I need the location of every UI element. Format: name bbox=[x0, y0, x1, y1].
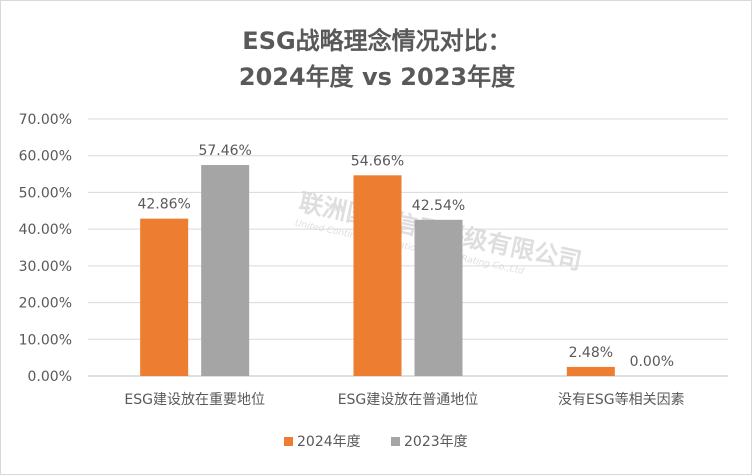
bar-2023年度 bbox=[414, 219, 463, 376]
y-tick-label: 30.00% bbox=[19, 259, 72, 275]
bar-2024年度 bbox=[566, 366, 615, 376]
y-tick-label: 0.00% bbox=[28, 369, 72, 385]
legend-swatch bbox=[391, 437, 400, 446]
chart-title-line1: ESG战略理念情况对比： bbox=[242, 27, 512, 55]
chart-title-line2: 2024年度 vs 2023年度 bbox=[238, 63, 516, 91]
y-tick-label: 60.00% bbox=[19, 149, 72, 165]
y-tick-label: 70.00% bbox=[19, 112, 72, 128]
y-tick-label: 20.00% bbox=[19, 296, 72, 312]
data-label: 57.46% bbox=[198, 143, 251, 159]
x-tick-label: 没有ESG等相关因素 bbox=[558, 391, 685, 408]
y-tick-label: 10.00% bbox=[19, 332, 72, 348]
bar-2023年度 bbox=[201, 165, 250, 376]
data-label: 42.86% bbox=[137, 197, 190, 213]
chart-title: ESG战略理念情况对比： 2024年度 vs 2023年度 bbox=[1, 23, 752, 95]
y-tick-label: 50.00% bbox=[19, 185, 72, 201]
legend-swatch bbox=[284, 437, 293, 446]
data-label: 0.00% bbox=[630, 354, 674, 370]
bar-2024年度 bbox=[140, 218, 189, 376]
data-label: 42.54% bbox=[412, 198, 465, 214]
legend-label: 2024年度 bbox=[297, 434, 361, 450]
data-label: 2.48% bbox=[569, 345, 613, 361]
data-label: 54.66% bbox=[351, 153, 404, 169]
x-tick-label: ESG建设放在重要地位 bbox=[124, 392, 265, 408]
legend-label: 2023年度 bbox=[404, 434, 468, 450]
x-tick-label: ESG建设放在普通地位 bbox=[338, 392, 479, 408]
bar-2024年度 bbox=[353, 175, 402, 376]
y-tick-label: 40.00% bbox=[19, 222, 72, 238]
